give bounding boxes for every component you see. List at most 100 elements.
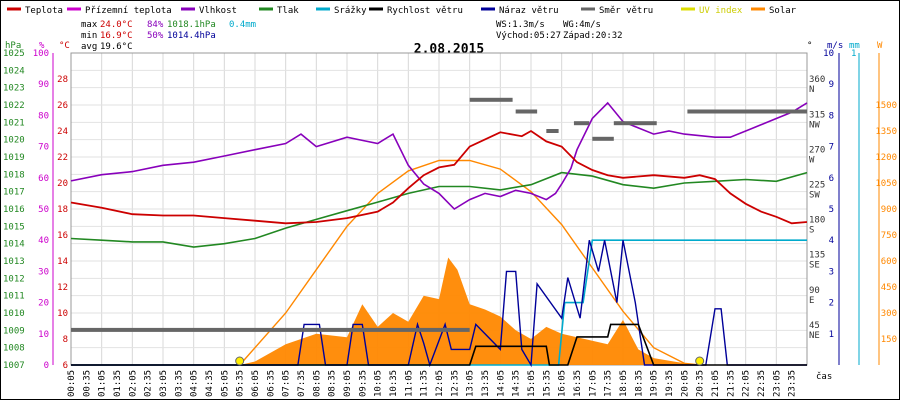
pressure-tick: 1016 (3, 205, 25, 215)
temperature-tick: 8 (63, 335, 68, 345)
sunrise-marker (235, 356, 245, 366)
temperature-line (70, 129, 808, 225)
time-tick: 20:05 (680, 370, 690, 397)
legend: Teplota Přízemní teplota Vlhkost Tlak Srážky… (7, 6, 797, 16)
time-tick: 02:35 (144, 370, 154, 397)
time-tick: 19:35 (665, 370, 675, 397)
time-tick: 11:35 (420, 370, 430, 397)
stat-wind-speed: WS:1.3m/s (496, 20, 545, 30)
direction-tick-deg: 360 (809, 75, 825, 85)
humidity-tick: 30 (38, 267, 49, 277)
direction-tick-dir: NE (809, 331, 820, 341)
pressure-tick: 1020 (3, 136, 25, 146)
time-tick: 18:35 (634, 370, 644, 397)
pressure-tick: 1021 (3, 118, 25, 128)
stat-sunrise: Východ:05:27 (496, 31, 561, 41)
wind-tick: 4 (829, 236, 834, 246)
time-tick: 23:05 (772, 370, 782, 397)
solar-tick: 900 (881, 205, 897, 215)
sunset-marker (695, 356, 705, 366)
wind-gust-line (71, 240, 807, 368)
wind-tick: 10 (823, 49, 834, 59)
humidity-axis-unit: % (39, 41, 45, 51)
pressure-tick: 1012 (3, 274, 25, 284)
pressure-tick: 1025 (3, 49, 25, 59)
time-tick: 06:35 (266, 370, 276, 397)
time-tick: 17:05 (588, 370, 598, 397)
pressure-tick: 1022 (3, 101, 25, 111)
wind-tick: 5 (829, 205, 834, 215)
solar-tick: 300 (881, 309, 897, 319)
wind-axis-unit: m/s (827, 41, 843, 51)
time-tick: 10:35 (389, 370, 399, 397)
humidity-tick: 90 (38, 80, 49, 90)
stat-0-2: 84% (147, 20, 164, 30)
temperature-tick: 20 (57, 179, 68, 189)
solar-area (239, 257, 700, 365)
direction-tick-deg: 135 (809, 251, 825, 261)
wind-tick: 2 (829, 299, 834, 309)
temperature-tick: 24 (57, 127, 68, 137)
legend-label-6: Rychlost větru (387, 6, 463, 16)
pressure-tick: 1010 (3, 309, 25, 319)
chart-title: 2.08.2015 (414, 42, 484, 57)
time-tick: 01:05 (98, 370, 108, 397)
legend-label-5: Srážky (334, 6, 367, 16)
humidity-tick: 0 (44, 361, 49, 371)
wind-tick: 3 (829, 267, 834, 277)
wind-direction-segment (613, 121, 657, 126)
time-tick: 17:35 (604, 370, 614, 397)
pressure-tick: 1023 (3, 84, 25, 94)
solar-tick: 150 (881, 335, 897, 345)
direction-tick-deg: 45 (809, 321, 820, 331)
legend-label-1: Teplota (25, 6, 63, 16)
legend-label-8: Směr větru (599, 6, 653, 16)
time-tick: 03:05 (159, 370, 169, 397)
pressure-tick: 1018 (3, 170, 25, 180)
time-tick: 11:05 (404, 370, 414, 397)
pressure-tick: 1011 (3, 292, 25, 302)
wind-direction-segment (546, 129, 559, 133)
pressure-tick: 1019 (3, 153, 25, 163)
pressure-tick: 1008 (3, 344, 25, 354)
time-tick: 05:05 (220, 370, 230, 397)
legend-label-3: Vlhkost (199, 6, 237, 16)
stat-2-0: avg (81, 42, 97, 52)
time-tick: 09:35 (358, 370, 368, 397)
rain-line (71, 239, 807, 366)
direction-tick-dir: N (809, 85, 814, 95)
wind-tick: 7 (829, 143, 834, 153)
temperature-tick: 28 (57, 75, 68, 85)
stat-0-3: 1018.1hPa (167, 20, 216, 30)
time-tick: 15:35 (542, 370, 552, 397)
direction-tick-deg: 315 (809, 110, 825, 120)
stat-2-1: 19.6°C (100, 42, 133, 52)
legend-label-9: UV index (699, 6, 743, 16)
pressure-tick: 1013 (3, 257, 25, 267)
humidity-tick: 20 (38, 299, 49, 309)
time-tick: 19:05 (650, 370, 660, 397)
stat-0-0: max (81, 20, 98, 30)
rain-tick: 1 (851, 49, 856, 59)
pressure-tick: 1014 (3, 240, 25, 250)
solar-tick: 750 (881, 231, 897, 241)
solar-tick: 1200 (875, 153, 897, 163)
direction-tick-dir: S (809, 226, 814, 236)
stat-0-1: 24.0°C (100, 20, 133, 30)
wind-direction-segment (573, 121, 590, 126)
direction-tick-deg: 90 (809, 286, 820, 296)
temperature-tick: 14 (57, 257, 68, 267)
wind-tick: 8 (829, 111, 834, 121)
rain-axis-unit: mm (849, 41, 860, 51)
stat-sunset: Západ:20:32 (563, 31, 623, 41)
time-tick: 10:05 (374, 370, 384, 397)
time-tick: 21:35 (726, 370, 736, 397)
pressure-tick: 1009 (3, 326, 25, 336)
temperature-tick: 22 (57, 153, 68, 163)
time-tick: 04:35 (205, 370, 215, 397)
time-tick: 08:05 (312, 370, 322, 397)
time-tick: 05:35 (236, 370, 246, 397)
stat-wind-gust: WG:4m/s (563, 20, 601, 30)
temperature-tick: 16 (57, 231, 68, 241)
